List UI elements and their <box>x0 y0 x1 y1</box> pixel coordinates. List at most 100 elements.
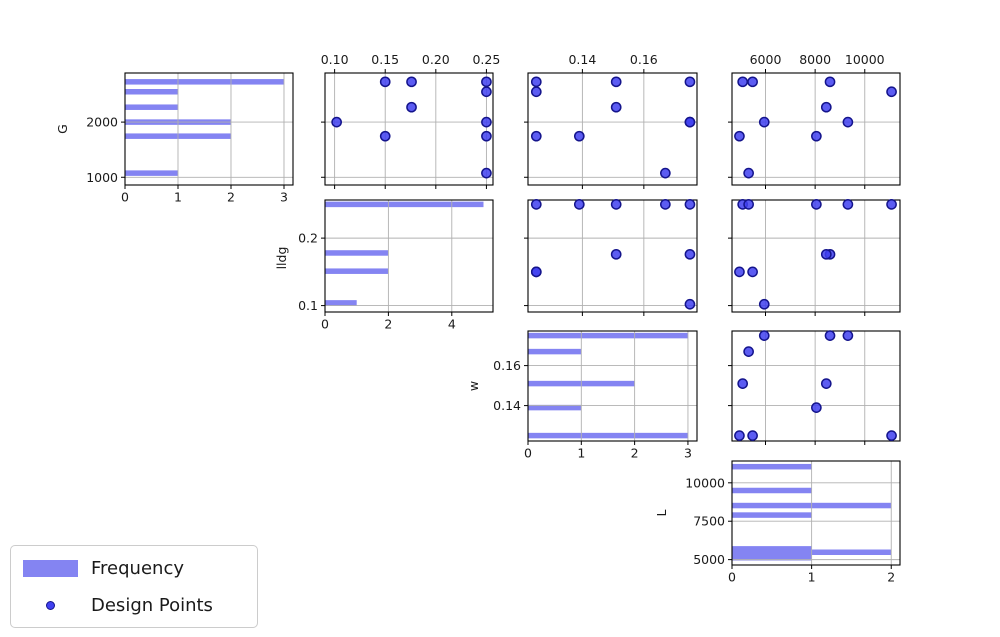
design-point <box>530 76 542 88</box>
tick-label: 0.15 <box>371 52 399 67</box>
axes-frame <box>731 460 901 566</box>
design-point <box>481 116 492 128</box>
tick-label: 2 <box>384 317 392 332</box>
design-points <box>530 199 696 310</box>
design-point <box>481 76 492 88</box>
design-points <box>734 330 897 441</box>
tick-label: 2 <box>887 570 895 585</box>
tick-label: 10000 <box>685 475 725 490</box>
frequency-bar <box>125 170 178 176</box>
legend-item-design-points: Design Points <box>11 587 257 624</box>
design-point <box>820 378 832 389</box>
frequency-bar <box>325 300 357 306</box>
panel-w-w: 0.14 0.16 0 1 2 3 w <box>466 330 698 461</box>
tick-marks <box>524 365 689 445</box>
tick-label: 0.16 <box>493 358 521 373</box>
design-point <box>481 86 492 98</box>
tick-label: 3 <box>684 446 692 461</box>
design-point <box>660 167 671 179</box>
panel-w-L <box>728 330 901 445</box>
axis-labels: 5000 7500 10000 0 1 2 L <box>654 475 895 584</box>
design-point <box>824 76 836 88</box>
design-point <box>886 199 897 210</box>
frequency-bar <box>528 432 688 439</box>
tick-label: 1 <box>174 190 182 205</box>
design-point <box>734 130 745 142</box>
design-point <box>481 167 492 179</box>
gridlines <box>325 73 493 185</box>
design-point <box>747 76 758 88</box>
design-point <box>684 116 696 128</box>
design-point <box>660 199 671 210</box>
tick-label: 0 <box>121 190 129 205</box>
design-point <box>886 86 897 98</box>
tick-label: 1 <box>577 446 585 461</box>
design-point <box>530 86 542 98</box>
tick-label: 0.25 <box>472 52 500 67</box>
design-point <box>842 330 854 341</box>
legend-label-design-points: Design Points <box>91 595 213 616</box>
gridlines <box>732 73 900 185</box>
design-point <box>573 130 585 142</box>
design-point <box>743 346 754 357</box>
histogram-bars <box>125 79 284 176</box>
legend: Frequency Design Points <box>10 545 258 628</box>
frequency-bar <box>125 89 178 95</box>
tick-marks <box>524 237 645 316</box>
design-point <box>743 167 754 179</box>
panel-lldg-lldg: 0.1 0.2 0 2 4 lldg <box>274 199 494 332</box>
tick-marks <box>321 237 453 316</box>
axis-labels: 0.10 0.15 0.20 0.25 <box>321 52 501 67</box>
axes-frame <box>527 72 698 186</box>
legend-item-frequency: Frequency <box>11 550 257 587</box>
design-point <box>758 116 770 128</box>
frequency-bar <box>732 546 812 552</box>
axis-name-G: G <box>55 124 70 134</box>
tick-label: 0.20 <box>422 52 450 67</box>
legend-key <box>23 587 78 624</box>
axes-frame <box>527 330 698 442</box>
frequency-bar <box>325 268 389 274</box>
design-point <box>811 402 822 413</box>
gridlines <box>325 200 493 312</box>
design-point <box>758 298 770 310</box>
axes-frame <box>527 199 698 313</box>
panel-G-lldg: 0.10 0.15 0.20 0.25 <box>321 52 501 189</box>
design-point <box>610 248 622 260</box>
design-point <box>406 76 417 88</box>
tick-label: 0.1 <box>298 298 318 313</box>
tick-label: 8000 <box>799 52 831 67</box>
design-point <box>737 76 749 88</box>
tick-label: 2 <box>631 446 639 461</box>
gridlines <box>732 461 900 565</box>
frequency-bar <box>732 463 812 470</box>
tick-marks <box>728 237 866 316</box>
design-point <box>684 248 696 260</box>
design-point <box>684 199 696 210</box>
axis-labels: 0.1 0.2 0 2 4 lldg <box>274 231 456 332</box>
frequency-bar <box>528 332 688 339</box>
panel-lldg-w <box>524 199 698 316</box>
frequency-bar <box>732 487 812 494</box>
tick-marks <box>524 69 645 189</box>
tick-label: 0.10 <box>321 52 349 67</box>
frequency-bar <box>325 201 484 208</box>
design-point <box>610 199 622 210</box>
design-point <box>481 130 492 142</box>
frequency-bar <box>325 250 389 256</box>
tick-label: 1 <box>808 570 816 585</box>
tick-marks <box>728 365 866 445</box>
design-point <box>530 266 542 278</box>
histogram-bars <box>528 332 688 439</box>
design-points <box>530 76 696 179</box>
design-point <box>331 116 342 128</box>
design-point <box>743 199 754 210</box>
design-point <box>379 76 391 88</box>
tick-marks <box>728 69 866 189</box>
design-point <box>747 430 758 441</box>
design-point <box>820 101 832 113</box>
design-points <box>331 76 492 179</box>
tick-label: 0.2 <box>298 231 318 246</box>
gridlines <box>732 200 900 312</box>
